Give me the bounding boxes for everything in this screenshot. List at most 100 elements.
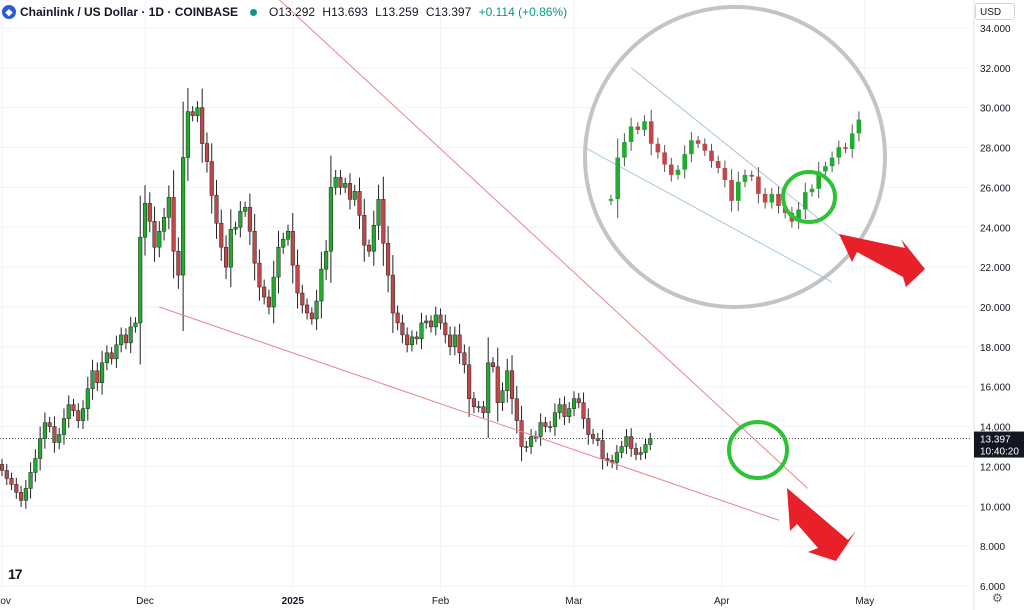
candle-body bbox=[309, 312, 314, 320]
candle-body bbox=[252, 230, 257, 264]
price-tick-label: 28.000 bbox=[980, 144, 1011, 155]
candle-body bbox=[19, 492, 24, 501]
candle-body bbox=[33, 458, 38, 473]
candle-body bbox=[452, 334, 457, 348]
candle-body bbox=[428, 320, 434, 328]
inset-candle-body bbox=[709, 150, 714, 162]
breakout-circle bbox=[727, 420, 789, 480]
inset-candle-body bbox=[736, 181, 741, 201]
currency-selector[interactable]: USD bbox=[975, 3, 1015, 20]
inset-lower-line bbox=[583, 146, 833, 283]
tradingview-logo: 17 bbox=[8, 566, 23, 582]
wedge-trendlines bbox=[159, 0, 808, 521]
candle-body bbox=[581, 402, 586, 419]
candle-body bbox=[181, 157, 186, 276]
inset-candle-body bbox=[682, 154, 687, 170]
candle-body bbox=[305, 304, 310, 314]
inset-candle-body bbox=[648, 121, 654, 144]
candle-body bbox=[490, 362, 496, 368]
candle-body bbox=[100, 362, 105, 383]
price-tag-countdown: 10:40:20 bbox=[980, 447, 1019, 458]
price-tick-label: 16.000 bbox=[980, 383, 1011, 394]
candle-body bbox=[386, 242, 391, 276]
candle-body bbox=[366, 244, 372, 252]
price-tick-label: 14.000 bbox=[980, 423, 1011, 434]
candle-body bbox=[424, 320, 429, 324]
candle-body bbox=[600, 440, 605, 459]
candle-body bbox=[567, 408, 572, 417]
inset-circle bbox=[583, 5, 887, 309]
price-axis[interactable]: 6.000 8.000 10.000 12.000 14.000 16.000 18.000… bbox=[973, 0, 1011, 610]
candle-body bbox=[486, 362, 491, 413]
candle-body bbox=[47, 422, 52, 427]
candle-body bbox=[381, 199, 386, 244]
inset-candle-body bbox=[635, 126, 641, 130]
candle-body bbox=[23, 488, 28, 501]
candle-body bbox=[271, 276, 276, 308]
inset-candle-body bbox=[756, 176, 761, 194]
price-tick-label: 24.000 bbox=[980, 223, 1011, 234]
candle-body bbox=[9, 478, 14, 485]
ohlc-values: O13.292 H13.693 L13.259 C13.397 +0.114 (… bbox=[269, 5, 571, 19]
candle-body bbox=[257, 262, 262, 288]
inset-candle-body bbox=[608, 199, 614, 201]
candle-body bbox=[214, 195, 219, 224]
candle-body bbox=[538, 422, 543, 437]
price-tag-box bbox=[974, 431, 1024, 458]
candle-body bbox=[243, 207, 248, 212]
candle-body bbox=[28, 472, 33, 489]
price-tick-label: 22.000 bbox=[980, 263, 1011, 274]
candle-body bbox=[552, 412, 557, 427]
candle-body bbox=[529, 436, 534, 447]
candle-body bbox=[619, 446, 624, 453]
inset-candle-body bbox=[689, 140, 694, 155]
inset-candle-body bbox=[742, 174, 748, 182]
candle-body bbox=[319, 268, 324, 302]
candle-body bbox=[557, 404, 562, 413]
candle-body bbox=[238, 211, 243, 228]
annotations bbox=[727, 420, 856, 561]
candle-body bbox=[624, 436, 629, 447]
candle-body bbox=[395, 312, 400, 324]
candle-body bbox=[209, 161, 214, 196]
time-axis[interactable]: Nov Dec 2025 Feb Mar Apr May bbox=[0, 596, 874, 607]
candle-body bbox=[405, 334, 410, 346]
symbol-title[interactable]: Chainlink / US Dollar · 1D · COINBASE bbox=[20, 5, 239, 19]
candle-body bbox=[591, 434, 596, 439]
candle-body bbox=[519, 420, 524, 447]
candle-body bbox=[371, 225, 376, 252]
price-tag-value: 13.397 bbox=[980, 435, 1011, 446]
candle-body bbox=[438, 314, 443, 324]
candle-body bbox=[467, 364, 472, 399]
candle-body bbox=[123, 334, 128, 344]
candle-body bbox=[190, 111, 195, 116]
inset-candle-body bbox=[669, 164, 674, 175]
inset-candle-body bbox=[622, 142, 627, 158]
candle-body bbox=[333, 177, 338, 188]
pointer-arrow bbox=[787, 488, 856, 561]
candle-body bbox=[0, 464, 5, 471]
candle-body bbox=[119, 334, 124, 346]
inset-candle-body bbox=[823, 166, 828, 172]
candle-body bbox=[38, 438, 43, 459]
inset-candle-body bbox=[655, 143, 661, 153]
candle-body bbox=[71, 404, 76, 411]
candle-body bbox=[162, 217, 167, 232]
candle-body bbox=[376, 199, 381, 226]
price-tick-label: 26.000 bbox=[980, 183, 1011, 194]
inset-candle-body bbox=[776, 193, 781, 207]
candle-body bbox=[571, 398, 577, 409]
price-tick-label: 18.000 bbox=[980, 343, 1011, 354]
chart-legend: ◆ Chainlink / US Dollar · 1D · COINBASE … bbox=[2, 3, 571, 21]
upper-trendline bbox=[278, 0, 808, 489]
inset-candle-body bbox=[675, 169, 681, 175]
settings-gear-icon[interactable]: ⚙ bbox=[992, 591, 1003, 605]
candle-body bbox=[509, 370, 515, 399]
candle-body bbox=[586, 418, 591, 435]
candle-body bbox=[152, 221, 157, 248]
price-tick-label: 30.000 bbox=[980, 104, 1011, 115]
candle-body bbox=[562, 404, 567, 417]
candle-body bbox=[328, 187, 333, 252]
candle-body bbox=[638, 452, 643, 455]
